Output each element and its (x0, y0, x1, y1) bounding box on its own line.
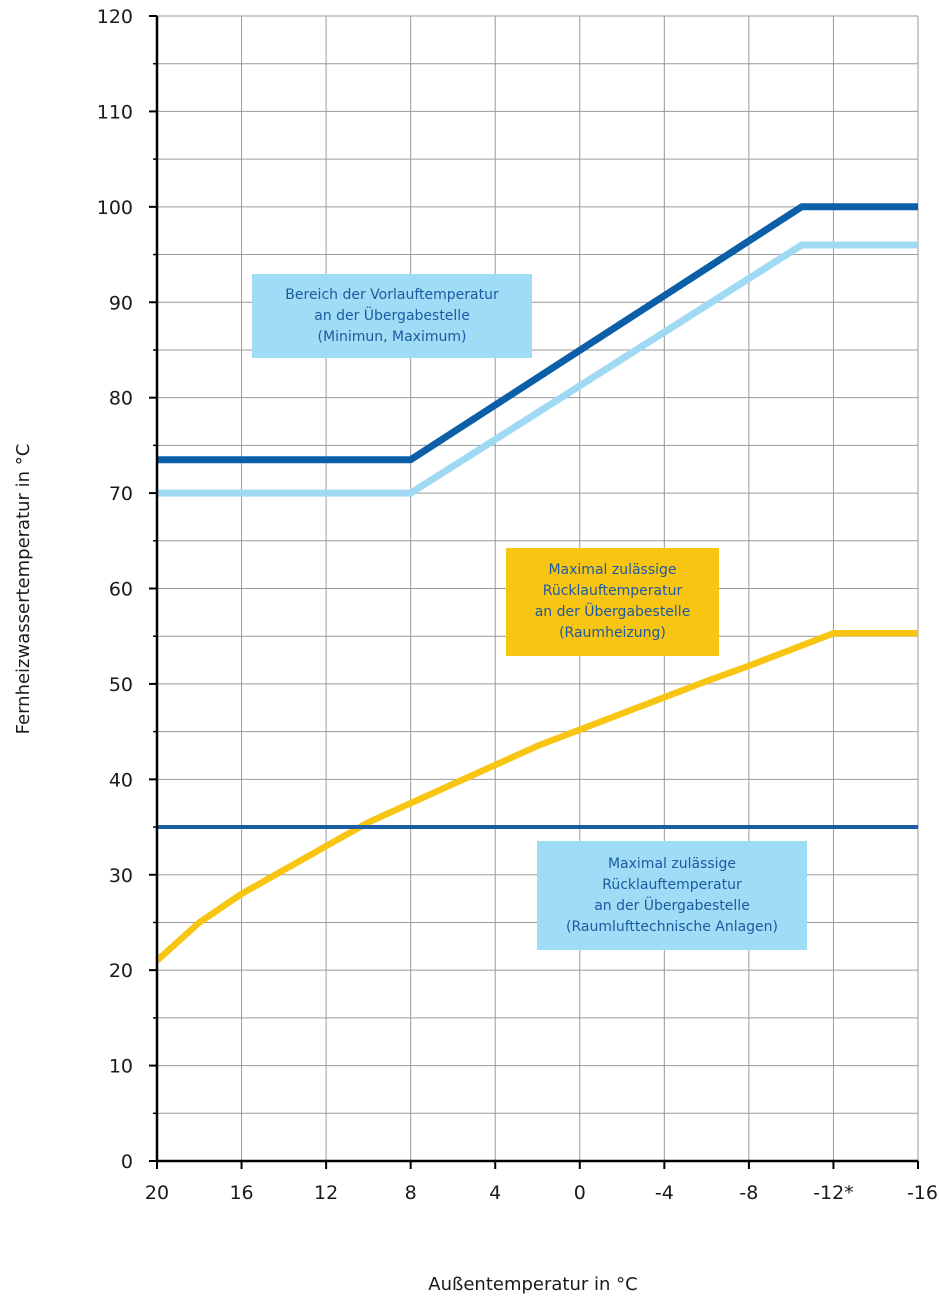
annotation-line: an der Übergabestelle (314, 307, 470, 324)
x-tick-label: 20 (145, 1182, 169, 1204)
y-tick-label: 50 (109, 674, 133, 696)
series-group (154, 203, 918, 964)
annotation-line: Maximal zulässige (548, 562, 677, 578)
y-tick-label: 100 (97, 197, 133, 219)
annotation-line: Rücklauftemperatur (542, 583, 683, 599)
y-tick-label: 70 (109, 483, 133, 505)
x-tick-label: 12 (314, 1182, 338, 1204)
x-axis-label: Außentemperatur in °C (428, 1274, 637, 1295)
x-tick-label: -16 (907, 1182, 938, 1204)
y-tick-label: 120 (97, 6, 133, 28)
y-tick-label: 90 (109, 292, 133, 314)
x-tick-label: 16 (229, 1182, 253, 1204)
annotation-return-heating: Maximal zulässige Rücklauftemperatur an … (506, 548, 719, 656)
y-tick-label: 110 (97, 101, 133, 123)
x-tick-label: 8 (405, 1182, 417, 1204)
annotation-line: Bereich der Vorlauftemperatur (285, 286, 499, 303)
y-tick-label: 40 (109, 769, 133, 791)
y-tick-label: 10 (109, 1056, 133, 1078)
x-tick-label: -8 (739, 1182, 758, 1204)
series-line-2 (157, 241, 918, 497)
annotation-line: Rücklauftemperatur (602, 876, 742, 893)
annotation-line: (Minimun, Maximum) (317, 328, 467, 345)
annotation-line: Maximal zulässige (607, 855, 737, 872)
annotation-supply-range: Bereich der Vorlauftemperatur an der Übe… (252, 274, 532, 358)
annotation-return-ventilation: Maximal zulässige Rücklauftemperatur an … (537, 841, 807, 950)
y-tick-label: 30 (109, 865, 133, 887)
annotation-line: an der Übergabestelle (594, 897, 750, 914)
y-tick-label: 60 (109, 579, 133, 601)
x-tick-label: 4 (489, 1182, 501, 1204)
annotation-line: (Raumlufttechnische Anlagen) (565, 918, 779, 935)
annotation-line: an der Übergabestelle (534, 604, 691, 620)
x-tick-labels: 20 16 12 8 4 0 -4 -8 -12* -16 (145, 1161, 938, 1204)
series-line-3 (154, 630, 918, 964)
y-tick-label: 80 (109, 388, 133, 410)
y-tick-labels: 0 10 20 30 40 50 60 70 80 90 100 110 120 (97, 6, 157, 1173)
y-tick-label: 0 (121, 1151, 133, 1173)
x-tick-label: -12* (813, 1182, 854, 1204)
x-tick-label: -4 (655, 1182, 674, 1204)
y-tick-label: 20 (109, 960, 133, 982)
series-line-1 (157, 203, 918, 464)
y-axis-label: Fernheizwassertemperatur in °C (13, 444, 34, 735)
x-tick-label: 0 (574, 1182, 586, 1204)
annotation-line: (Raumheizung) (559, 625, 666, 641)
